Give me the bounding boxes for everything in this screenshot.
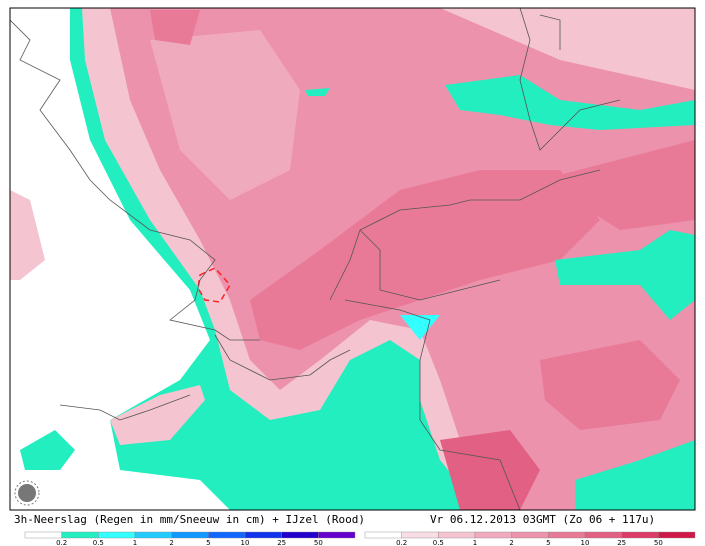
legend-label: 0.2 (56, 539, 67, 546)
cyan-band (305, 88, 330, 96)
legend-label: 2 (169, 539, 173, 546)
legend-swatch (171, 531, 209, 539)
legend-label: 5 (546, 539, 550, 546)
logo (18, 484, 36, 502)
map-frame (9, 7, 696, 511)
cyan-band (555, 230, 695, 320)
legend-label: 2 (509, 539, 513, 546)
legend-swatch (548, 531, 586, 539)
legend-swatch (24, 531, 62, 539)
pink-area (150, 30, 300, 200)
dark-pink (540, 340, 680, 430)
legend-label: 10 (581, 539, 590, 546)
legend-swatch (621, 531, 659, 539)
dark-pink (250, 170, 600, 350)
cyan-band (20, 430, 75, 470)
legend-label: 0.5 (433, 539, 444, 546)
legend-label: 25 (277, 539, 286, 546)
legend-swatch (658, 531, 696, 539)
coastline (519, 8, 621, 151)
cyan-band (575, 440, 695, 510)
logo (14, 480, 40, 506)
legend-swatch (208, 531, 246, 539)
light-pink (110, 385, 205, 445)
legend-label: 1 (133, 539, 137, 546)
legend-swatch (281, 531, 319, 539)
dark-pink (440, 430, 540, 510)
border (344, 229, 521, 510)
timestamp: Vr 06.12.2013 03GMT (Zo 06 + 117u) (430, 513, 655, 526)
legend-swatch (318, 531, 356, 539)
pink-core (150, 10, 200, 45)
cyan-band (445, 75, 695, 130)
coastline (59, 169, 601, 421)
legend-label: 25 (617, 539, 626, 546)
legend-label: 5 (206, 539, 210, 546)
light-pink (10, 190, 45, 280)
legend-label: 1 (473, 539, 477, 546)
legend-swatch (511, 531, 549, 539)
coastline (10, 19, 260, 341)
legend-label: 0.2 (396, 539, 407, 546)
legend-label: 0.5 (93, 539, 104, 546)
legend-swatch (364, 531, 402, 539)
legend-label: 50 (654, 539, 663, 546)
map (9, 7, 696, 511)
title: 3h-Neerslag (Regen in mm/Sneeuw in cm) +… (14, 513, 365, 526)
legend-swatch (474, 531, 512, 539)
legend-label: 50 (314, 539, 323, 546)
legend-swatch (438, 531, 476, 539)
legends: 0.2 0.5 1 2 5 10 25 50 0.2 0.5 1 2 5 10 25 50 (24, 531, 696, 546)
legend-swatch (61, 531, 99, 539)
legend-swatch (98, 531, 136, 539)
legend-swatch (244, 531, 282, 539)
legend-swatch (584, 531, 622, 539)
legend-swatch (401, 531, 439, 539)
legend-swatch (134, 531, 172, 539)
dark-pink (540, 140, 695, 230)
legend-label: 10 (241, 539, 250, 546)
